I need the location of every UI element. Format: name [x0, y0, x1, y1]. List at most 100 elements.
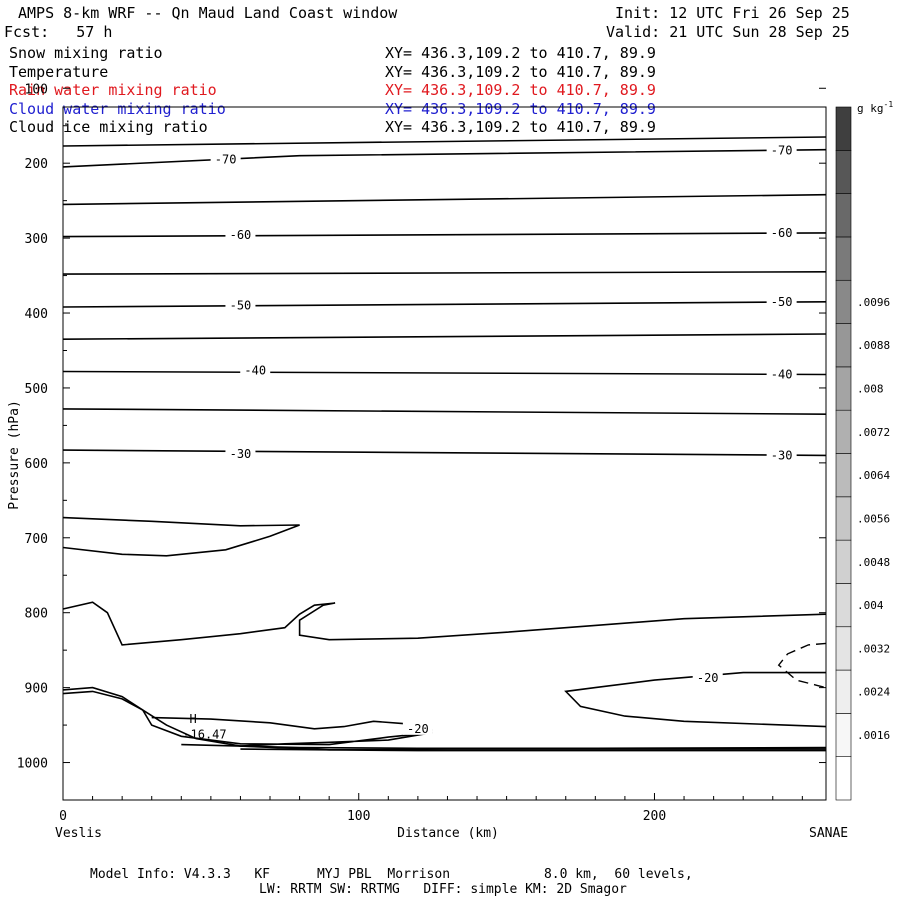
contour-label-bg	[225, 445, 256, 460]
x-endpoint-right: SANAE	[809, 826, 848, 841]
contour-label-bg	[402, 720, 433, 735]
contour-label-bg	[766, 293, 797, 308]
field-xy: XY= 436.3,109.2 to 410.7, 89.9	[385, 99, 656, 118]
colorbar-swatch	[835, 409, 852, 454]
field-name: Cloud ice mixing ratio	[9, 118, 208, 136]
colorbar-swatch	[835, 236, 852, 281]
x-tick-label: 0	[59, 809, 67, 824]
colorbar-swatch	[835, 193, 852, 238]
contour-label: -50	[771, 295, 793, 309]
colorbar-swatch	[835, 669, 852, 714]
isotherm-line	[62, 408, 827, 415]
y-tick-label: 900	[25, 682, 48, 697]
y-tick-label: 600	[25, 457, 48, 472]
contour-label-bg	[225, 227, 256, 242]
y-tick-label: 300	[25, 232, 48, 247]
isotherm-line	[62, 601, 827, 646]
field-name: Snow mixing ratio	[9, 44, 163, 62]
colorbar-swatch	[835, 539, 852, 584]
plot-frame	[62, 106, 827, 801]
colorbar-swatch	[835, 583, 852, 628]
colorbar-label: .008	[857, 383, 884, 396]
colorbar-swatch	[835, 366, 852, 411]
field-xy: XY= 436.3,109.2 to 410.7, 89.9	[385, 118, 656, 136]
extremum-value: -16.47	[183, 728, 226, 742]
contour-label: -20	[407, 722, 429, 736]
contour-label-bg	[766, 366, 797, 381]
x-tick-label: 100	[347, 809, 370, 824]
colorbar-swatch	[835, 279, 852, 324]
contour-label: -30	[771, 448, 793, 462]
high-marker: H	[190, 712, 197, 726]
field-xy: XY= 436.3,109.2 to 410.7, 89.9	[385, 44, 656, 62]
contour-label-bg	[766, 447, 797, 462]
colorbar-unit: g kg-1	[857, 100, 893, 115]
contour-label-bg	[692, 669, 723, 684]
isotherm-line	[62, 370, 827, 376]
colorbar: .0016 .0024 .0032 .004 .0048 .0056 .0064 .0072.…	[835, 106, 890, 801]
colorbar-label: .0064	[857, 469, 890, 482]
contour-label: -60	[230, 228, 252, 242]
y-tick-label: 100	[25, 82, 48, 97]
init-time: Init: 12 UTC Fri 26 Sep 25	[615, 4, 850, 22]
colorbar-swatch	[835, 106, 852, 151]
contour-label: -20	[697, 671, 719, 685]
contour-label: -70	[771, 143, 793, 157]
contour-label: -40	[244, 364, 266, 378]
colorbar-label: .0024	[857, 686, 890, 699]
isotherm-line	[62, 690, 433, 747]
forecast-value: 57 h	[76, 23, 113, 41]
y-tick-label: 1000	[17, 757, 48, 772]
y-tick-label: 200	[25, 157, 48, 172]
contour-label-bg	[766, 142, 797, 157]
contour-label-bg	[210, 151, 241, 166]
colorbar-swatch	[835, 496, 852, 541]
contour-label: -70	[215, 152, 237, 166]
contour-lines	[62, 136, 827, 752]
colorbar-swatch	[835, 150, 852, 194]
colorbar-label: .0072	[857, 426, 890, 439]
isotherm-line	[62, 232, 827, 238]
y-tick-label: 800	[25, 607, 48, 622]
isotherm-line	[62, 270, 827, 275]
colorbar-swatch	[835, 756, 852, 801]
y-axis-label: Pressure (hPa)	[7, 400, 22, 510]
chart-title: AMPS 8-km WRF -- Qn Maud Land Coast wind…	[18, 4, 398, 22]
model-info: Model Info: V4.3.3 KF MYJ PBL Morrison 8…	[90, 867, 693, 882]
field-name: Cloud water mixing ratio	[9, 99, 226, 118]
isotherm-line	[62, 193, 827, 206]
model-physics: LW: RRTM SW: RRTMG DIFF: simple KM: 2D S…	[259, 882, 627, 897]
valid-time: Valid: 21 UTC Sun 28 Sep 25	[606, 23, 850, 41]
contour-label: -60	[771, 226, 793, 240]
colorbar-label: .004	[857, 599, 884, 612]
contour-labels: -70 -70 -60 -60 -50 -50 -40 -40 -30 -30 -20 -20 H -16…	[183, 142, 797, 742]
isotherm-line	[62, 516, 300, 557]
field-name: Rain water mixing ratio	[9, 81, 217, 99]
colorbar-label: .0016	[857, 729, 890, 742]
colorbar-swatch	[835, 713, 852, 757]
y-tick-label: 700	[25, 532, 48, 547]
isotherm-line	[62, 148, 827, 168]
axes: 100 200 300 400 500 600 700 800 900 1000 0 100 200	[17, 82, 826, 824]
y-tick-label: 500	[25, 382, 48, 397]
colorbar-swatch	[835, 626, 852, 671]
colorbar-label: .0048	[857, 556, 890, 569]
contour-label-bg	[766, 224, 797, 239]
colorbar-swatch	[835, 453, 852, 498]
field-name: Temperature	[9, 62, 109, 81]
isotherm-line	[62, 333, 827, 340]
x-tick-label: 200	[643, 809, 666, 824]
colorbar-label: .0096	[857, 296, 890, 309]
isotherm-line	[240, 748, 826, 752]
forecast-hour: Fcst: 57 h	[4, 23, 112, 41]
colorbar-label: .0056	[857, 512, 890, 525]
isotherm-line	[181, 743, 827, 750]
field-xy: XY= 436.3,109.2 to 410.7, 89.9	[385, 62, 656, 81]
contour-label: -30	[230, 447, 252, 461]
dashed-contour	[777, 642, 827, 689]
y-tick-label: 400	[25, 307, 48, 322]
isotherm-line	[62, 301, 827, 308]
colorbar-label: .0032	[857, 642, 890, 655]
forecast-label: Fcst:	[4, 23, 50, 41]
